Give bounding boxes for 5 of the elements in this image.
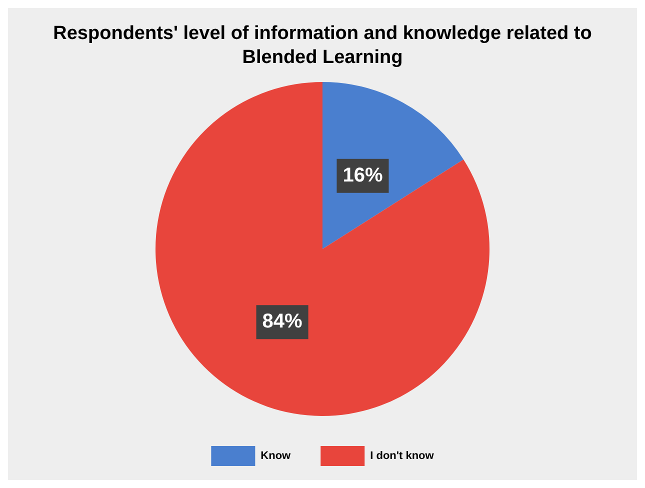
legend-label: I don't know [370, 450, 434, 462]
chart-title: Respondents' level of information and knowledge related to Blended Learning [52, 22, 593, 70]
data-label: 84% [262, 310, 303, 333]
data-label: 16% [342, 164, 383, 186]
legend-label: Know [260, 450, 292, 462]
